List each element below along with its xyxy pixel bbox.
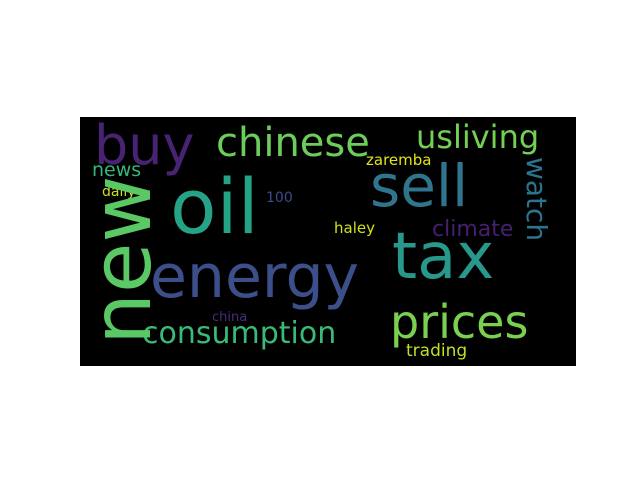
word-haley: haley xyxy=(334,219,375,237)
word-climate: climate xyxy=(432,217,514,242)
word-chinese: chinese xyxy=(216,120,370,166)
word-oil: oil xyxy=(170,162,259,251)
word-consumption: consumption xyxy=(142,316,337,351)
word-prices: prices xyxy=(390,295,529,349)
word-100: 100 xyxy=(266,190,293,206)
word-usliving: usliving xyxy=(416,118,540,156)
word-trading: trading xyxy=(406,341,468,361)
word-news: news xyxy=(92,159,142,181)
word-watch: watch xyxy=(520,157,553,242)
word-cloud: buy chinese usliving news daily 100 zare… xyxy=(80,117,576,366)
word-new: new xyxy=(80,175,170,346)
word-zaremba: zaremba xyxy=(366,151,432,169)
word-china: china xyxy=(212,310,248,325)
word-energy: energy xyxy=(150,242,360,312)
word-daily: daily xyxy=(102,184,136,200)
word-tax: tax xyxy=(392,220,495,294)
word-buy: buy xyxy=(94,117,195,177)
word-sell: sell xyxy=(370,152,469,220)
